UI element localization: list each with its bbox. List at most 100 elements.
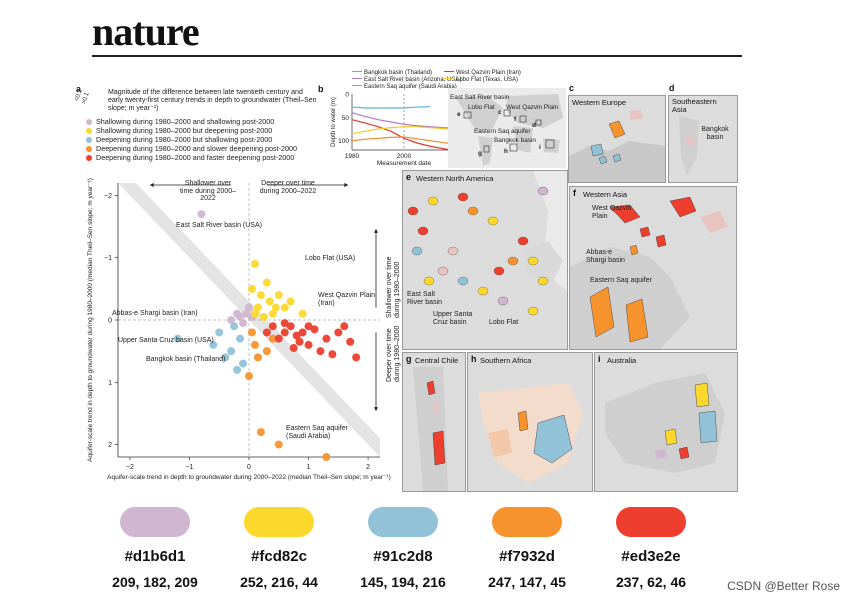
map-western-asia: f Western Asia West Qazvin Plain Abbas-e…	[569, 186, 737, 350]
swatch-rgb: 145, 194, 216	[360, 574, 446, 590]
map-australia: i Australia	[594, 352, 738, 492]
world-inset-h: h	[504, 148, 508, 155]
panel-a-legend-title: Magnitude of the difference between late…	[108, 89, 317, 112]
scatter-point	[286, 297, 295, 306]
legend-item: Deepening during 1980–2000 and slower de…	[86, 145, 297, 153]
legend-item: Shallowing during 1980–2000 and shallowi…	[86, 118, 274, 126]
line-legend-label: Lobo Flat (Texas, USA)	[456, 77, 519, 83]
journal-logo: nature	[92, 9, 200, 54]
annotation-bangkok: Bangkok basin (Thailand)	[146, 356, 226, 363]
y-axis-title: Aquifer-scale trend in depth to groundwa…	[87, 178, 94, 462]
swatch-hex: #d1b6d1	[124, 548, 186, 565]
line-series	[351, 126, 457, 135]
x-tick-label: 2	[366, 464, 370, 471]
scatter-point	[295, 337, 304, 346]
color-swatch	[492, 507, 562, 537]
aquifer-region	[423, 276, 435, 286]
scatter-point	[227, 316, 236, 324]
map-f-title: Western Asia	[583, 190, 628, 199]
scatter-point	[274, 440, 283, 449]
scatter-point	[268, 309, 277, 318]
scatter-point	[271, 303, 280, 312]
map-f-label-abbas: Abbas-e Shargi basin	[586, 249, 625, 264]
map-c-shapes	[569, 110, 665, 182]
swatch-rgb: 237, 62, 46	[615, 574, 687, 590]
aquifer-region	[427, 196, 439, 206]
world-map: East Salt River basin Lobo Flat West Qaz…	[448, 88, 566, 168]
legend-dot-icon	[86, 119, 92, 125]
scatter-point	[239, 319, 248, 328]
line-legend-item: Lobo Flat (Texas, USA)	[444, 77, 518, 85]
map-d-label-bangkok: Bangkok basin	[701, 126, 729, 141]
color-swatch	[244, 507, 314, 537]
line-y-tick-label: 50	[342, 115, 350, 122]
map-e-title: Western North America	[416, 174, 494, 183]
x-axis-title: Aquifer-scale trend in depth to groundwa…	[107, 474, 391, 481]
world-landmass	[456, 94, 563, 166]
scatter-point	[245, 372, 253, 381]
legend-label: Deepening during 1980–2000 but shallowin…	[96, 135, 273, 144]
y-tick-label: 0	[108, 318, 112, 325]
scatter-point	[245, 303, 253, 312]
scatter-point	[286, 322, 295, 331]
x-tick-label: −2	[126, 464, 134, 471]
world-label-east-salt: East Salt River basin	[450, 94, 510, 101]
scatter-point	[352, 353, 361, 362]
scatter-point	[247, 284, 256, 293]
arrow-up-head-icon	[374, 228, 378, 233]
legend-label: Shallowing during 1980–2000 and shallowi…	[96, 117, 275, 126]
swatch-rgb: 209, 182, 209	[112, 574, 198, 590]
world-label-saq: Eastern Saq aquifer	[474, 128, 531, 135]
annotation-lobo: Lobo Flat (USA)	[305, 255, 356, 262]
legend-dot-icon	[86, 155, 92, 161]
x-tick-label: −1	[185, 464, 193, 471]
legend-label: Shallowing during 1980–2000 but deepenin…	[96, 126, 273, 135]
map-g-letter: g	[406, 354, 412, 364]
legend-item: Shallowing during 1980–2000 but deepenin…	[86, 127, 272, 135]
line-legend-label: Bangkok basin (Thailand)	[364, 70, 433, 76]
arrow-up-label: Shallower over time during 1980–2000	[386, 256, 401, 318]
aquifer-region	[537, 186, 549, 196]
scatter-point	[253, 353, 262, 362]
line-y-tick-label: 0	[345, 92, 349, 99]
world-inset-d: d	[532, 122, 536, 129]
scatter-point	[289, 344, 298, 353]
y-tick-label: −1	[104, 255, 112, 262]
arrow-down-head-icon	[374, 407, 378, 412]
line-legend-item: East Salt River basin (Arizona, USA)	[352, 77, 461, 85]
map-h-shapes	[478, 383, 583, 483]
scatter-point	[227, 347, 236, 356]
arrow-left-label: Shallower over time during 2000–2022	[179, 180, 237, 203]
scatter-point	[256, 291, 265, 300]
scatter-point	[250, 340, 259, 349]
map-e-label-lobo: Lobo Flat	[489, 319, 519, 326]
scatter-point	[256, 428, 265, 437]
aquifer-region	[457, 192, 469, 202]
line-x-tick-label: 1980	[345, 153, 360, 160]
line-x-tick-label: 2000	[397, 153, 412, 160]
swatch-hex: #ed3e2e	[621, 548, 681, 565]
scatter-point	[173, 334, 182, 343]
map-d-letter: d	[669, 83, 675, 93]
line-legend-swatch	[352, 77, 362, 79]
line-x-axis-title: Measurement date	[377, 160, 432, 167]
map-f-shapes	[570, 196, 728, 349]
scatter-point	[233, 365, 242, 374]
x-tick-label: 1	[307, 464, 311, 471]
line-series	[351, 112, 457, 129]
map-western-north-america: e Western North America East Salt River …	[402, 170, 568, 350]
aquifer-region	[527, 256, 539, 266]
line-legend-swatch	[352, 84, 362, 86]
scatter-point	[280, 319, 289, 328]
scatter-point	[253, 303, 262, 312]
aquifer-region	[517, 236, 529, 246]
scatter-point	[242, 309, 251, 318]
scatter-point	[280, 328, 289, 337]
world-inset-c: c	[498, 109, 502, 116]
map-e-label-east-salt: East Salt River basin	[407, 291, 443, 306]
aquifer-region	[507, 256, 519, 266]
scatter-point	[304, 340, 313, 349]
legend-item: Deepening during 1980–2000 but shallowin…	[86, 136, 272, 144]
line-series	[351, 136, 457, 145]
line-legend-swatch	[444, 77, 454, 79]
